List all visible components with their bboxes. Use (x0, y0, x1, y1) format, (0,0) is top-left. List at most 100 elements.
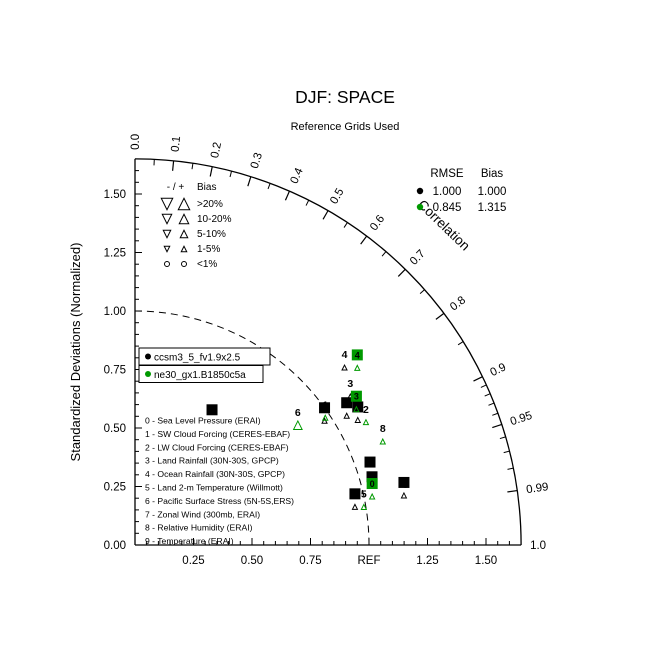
bias-legend-up-triangle (179, 229, 189, 239)
reference-arc (134, 310, 370, 546)
marker-s1-v1: 1 (322, 399, 328, 411)
marker-s0-v1: 1 (322, 403, 327, 413)
correlation-minor-tick (499, 436, 506, 440)
bias-legend-down-triangle (163, 245, 171, 253)
marker-box-s0-v9 (398, 476, 410, 488)
bias-triangle-s1-v3 (353, 405, 360, 413)
variable-key-item: 0 - Sea Level Pressure (ERAI) (145, 416, 261, 426)
correlation-tick-label: 0.6 (368, 213, 387, 233)
marker-s1-v5: 5 (361, 489, 367, 501)
y-tick-label: 0.25 (104, 482, 126, 494)
variable-key-item: 2 - LW Cloud Forcing (CERES-EBAF) (145, 442, 289, 452)
correlation-tick-label: 0.5 (328, 186, 346, 206)
bias-triangle-s1-v4 (353, 364, 361, 371)
bias-legend-header: Bias (197, 182, 216, 193)
correlation-minor-tick (507, 467, 514, 470)
correlation-major-tick (247, 176, 252, 187)
marker-s1-v8: 8 (380, 423, 386, 435)
correlation-minor-tick (488, 402, 495, 406)
x-tick-label: 0.75 (299, 555, 321, 567)
correlation-minor-tick (480, 384, 487, 388)
stats-header-rmse: RMSE (430, 168, 464, 180)
correlation-major-tick (492, 423, 502, 429)
bias-triangle-s1-v5 (360, 503, 368, 510)
bias-legend-row-label: 5-10% (197, 229, 226, 240)
marker-s1-v3: 3 (354, 392, 359, 402)
correlation-major-tick (172, 160, 175, 171)
variable-key-item: 9 - Temperature (ERAI) (145, 536, 234, 546)
marker-box-s0-v1 (319, 402, 331, 414)
y-tick-label: 1.00 (104, 306, 126, 318)
stats-series-dot (416, 187, 424, 195)
marker-s1-v6: 6 (295, 407, 301, 419)
marker-s1-v7: 7 (370, 457, 376, 469)
bias-legend-sign-header: - / + (167, 182, 185, 193)
variable-key-item: 6 - Pacific Surface Stress (5N-5S,ERS) (145, 496, 294, 506)
correlation-tick-label: 0.0 (130, 134, 142, 150)
chart-title: DJF: SPACE (295, 87, 395, 107)
marker-s0-v2: 2 (344, 398, 349, 408)
marker-s0-v4: 4 (342, 349, 348, 361)
bias-triangle-s1-v6 (292, 419, 303, 430)
marker-box-s0-v8 (352, 401, 364, 413)
model-legend-box (138, 365, 264, 383)
correlation-tick-label: 0.99 (525, 481, 549, 496)
correlation-minor-tick (191, 163, 194, 170)
bias-triangle-s0-v2 (343, 412, 351, 419)
correlation-minor-tick (305, 199, 310, 206)
stats-series-dot (416, 203, 424, 211)
y-tick-label: 0.75 (104, 365, 126, 377)
correlation-tick-label: 0.4 (288, 166, 306, 186)
variable-key-item: 8 - Relative Humidity (ERAI) (145, 523, 253, 533)
x-tick-label: REF (358, 555, 381, 567)
marker-box-s0-v2 (341, 397, 353, 409)
marker-s0-v3: 3 (347, 378, 353, 390)
y-tick-label: 0.00 (104, 540, 126, 552)
marker-box-s1-v4 (351, 349, 363, 361)
correlation-minor-tick (381, 251, 387, 257)
bias-triangle-s1-v0 (368, 492, 376, 500)
marker-s0-v5: 5 (352, 489, 357, 499)
marker-box-s1-v0 (366, 478, 378, 490)
marker-box-s1-v3 (350, 390, 362, 402)
correlation-tick-label: 0.2 (209, 141, 224, 159)
bias-triangle-s0-v8 (354, 416, 362, 423)
bias-triangle-s1-v2 (362, 418, 370, 426)
bias-legend-row-label: 1-5% (197, 244, 220, 255)
marker-s0-v6: 6 (210, 405, 215, 415)
x-tick-label: 0.25 (182, 555, 204, 567)
bias-legend-row-label: 10-20% (197, 214, 232, 225)
chart-subtitle: Reference Grids Used (291, 121, 400, 133)
bias-triangle-s1-v1 (321, 414, 329, 421)
correlation-tick-label: 0.3 (249, 151, 265, 170)
variable-key-item: 7 - Zonal Wind (300mb, ERAI) (145, 509, 260, 519)
marker-s0-v9: 9 (401, 478, 406, 488)
marker-s1-v9: 9 (403, 479, 409, 491)
bias-legend-row-label: <1% (197, 259, 217, 270)
stats-bias-value: 1.000 (478, 186, 507, 198)
marker-s0-v8: 8 (355, 402, 360, 412)
variable-key-item: 5 - Land 2-m Temperature (Willmott) (145, 483, 283, 493)
correlation-minor-tick (503, 450, 510, 454)
correlation-minor-tick (419, 289, 425, 294)
x-tick-label: 0.50 (241, 555, 263, 567)
bias-legend-row-label: >20% (197, 199, 223, 210)
marker-s0-v0: 0 (370, 472, 375, 482)
bias-triangle-s0-v5 (351, 503, 359, 510)
y-tick-label: 1.50 (104, 189, 126, 201)
bias-legend-circle (181, 261, 187, 267)
x-tick-label: 1.25 (416, 555, 438, 567)
correlation-tick-label: 1.0 (530, 540, 546, 552)
correlation-major-tick (209, 166, 213, 177)
variable-key-item: 1 - SW Cloud Forcing (CERES-EBAF) (145, 429, 290, 439)
marker-box-s0-v6 (206, 404, 218, 416)
correlation-major-tick (507, 489, 518, 493)
marker-s1-v2: 2 (363, 404, 369, 416)
correlation-minor-tick (343, 222, 348, 228)
correlation-major-tick (284, 190, 290, 201)
correlation-minor-tick (492, 412, 499, 416)
correlation-major-tick (397, 268, 406, 277)
correlation-major-tick (473, 376, 483, 382)
correlation-tick-label: 0.1 (170, 135, 184, 152)
